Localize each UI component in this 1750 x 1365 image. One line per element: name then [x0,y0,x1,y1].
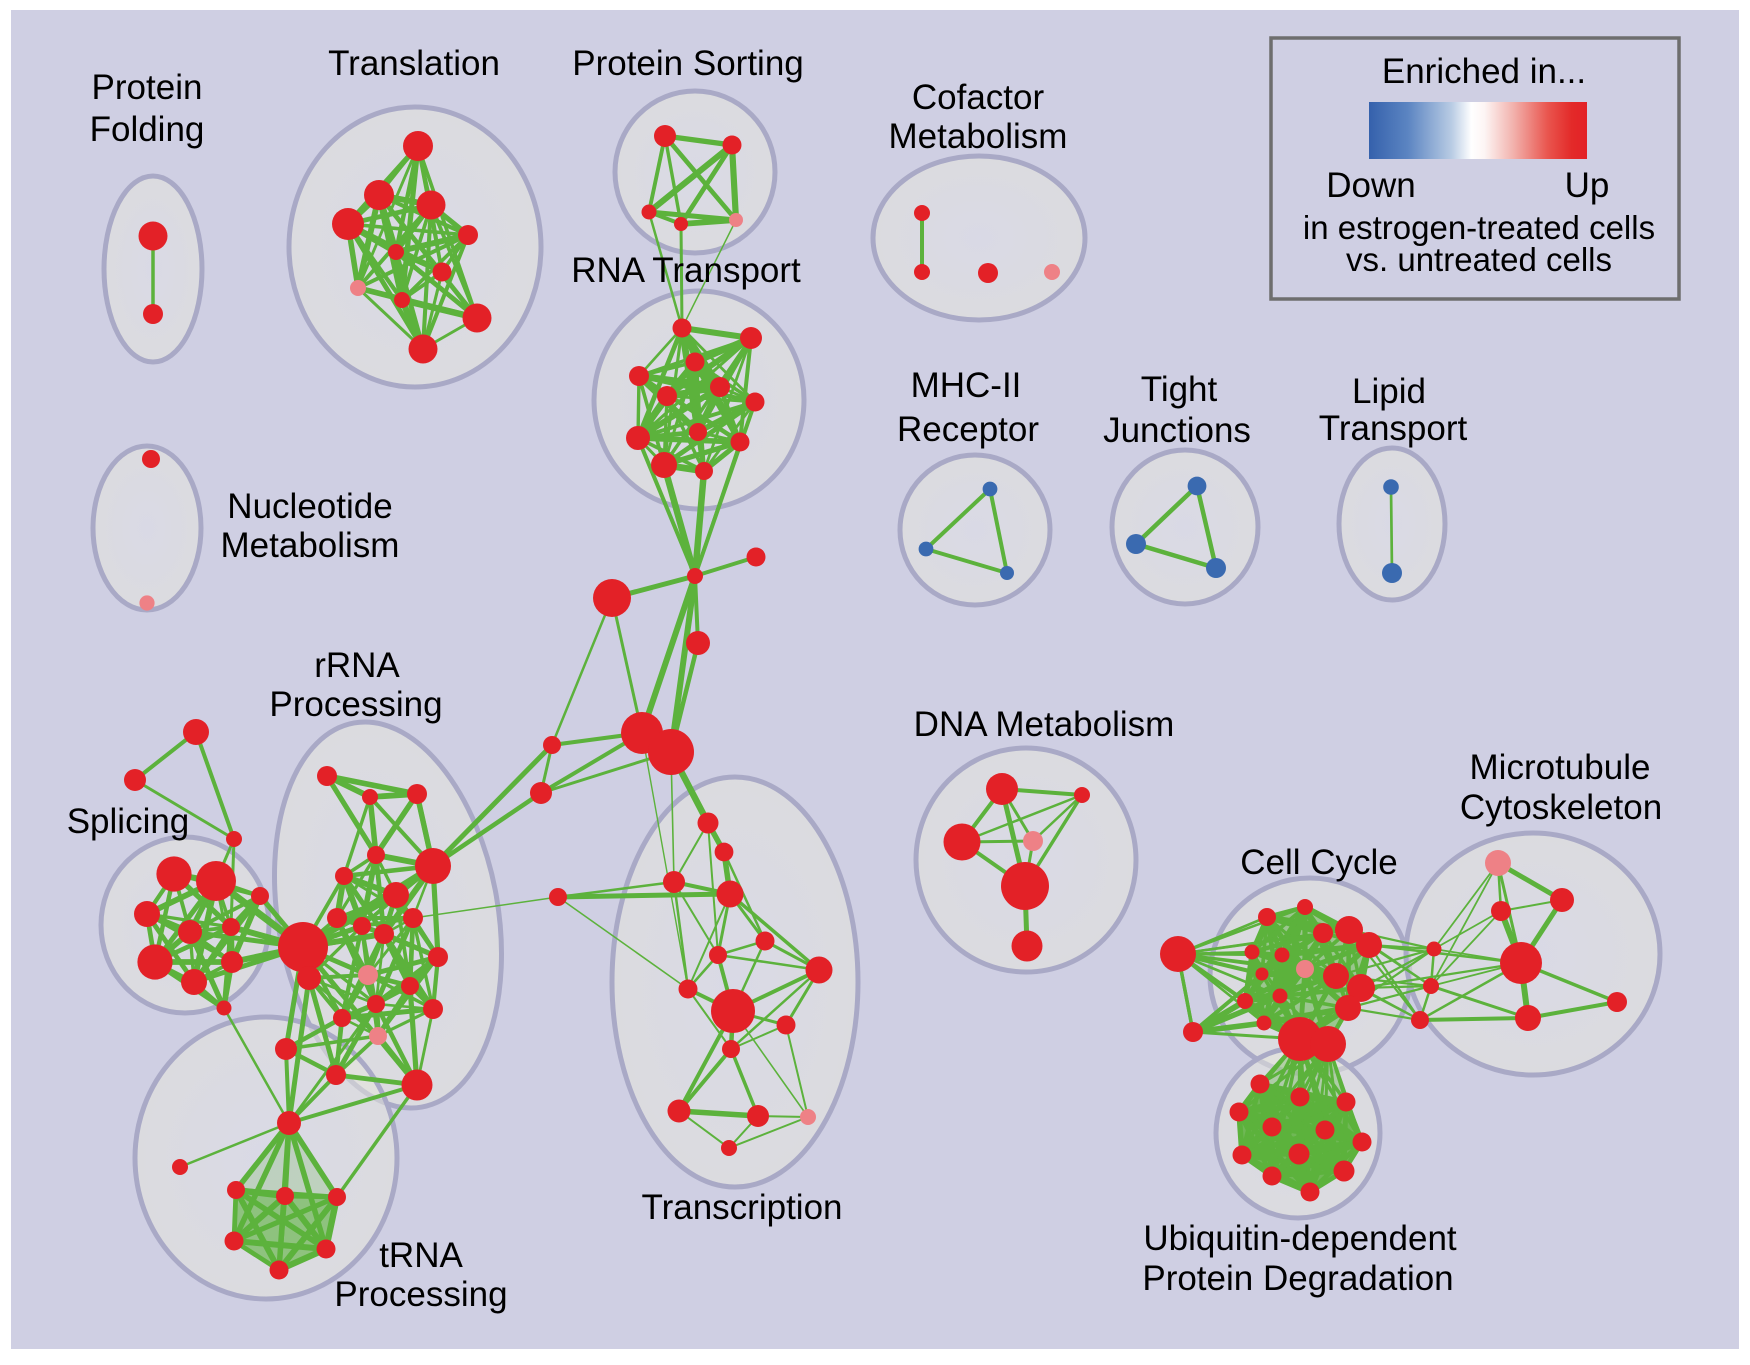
svg-text:Folding: Folding [90,110,205,149]
svg-text:Receptor: Receptor [897,410,1039,449]
svg-text:Protein Degradation: Protein Degradation [1142,1259,1453,1298]
svg-text:vs. untreated cells: vs. untreated cells [1346,241,1612,278]
svg-text:Transcription: Transcription [642,1188,843,1227]
svg-text:Up: Up [1565,166,1610,205]
svg-text:Down: Down [1326,166,1415,205]
svg-text:Enriched in...: Enriched in... [1382,52,1586,91]
svg-text:Metabolism: Metabolism [221,526,400,565]
svg-text:Processing: Processing [334,1275,507,1314]
svg-text:Cell Cycle: Cell Cycle [1240,843,1398,882]
svg-text:Protein Sorting: Protein Sorting [572,44,804,83]
svg-text:Microtubule: Microtubule [1470,748,1651,787]
svg-text:tRNA: tRNA [379,1236,463,1275]
svg-text:Cytoskeleton: Cytoskeleton [1460,788,1662,827]
svg-text:DNA Metabolism: DNA Metabolism [914,705,1175,744]
svg-text:Ubiquitin-dependent: Ubiquitin-dependent [1143,1219,1457,1258]
svg-text:Tight: Tight [1141,370,1218,409]
svg-text:in estrogen-treated cells: in estrogen-treated cells [1303,209,1655,246]
svg-text:Protein: Protein [92,68,203,107]
svg-text:Transport: Transport [1319,409,1468,448]
svg-text:Translation: Translation [328,44,500,83]
svg-text:rRNA: rRNA [314,646,400,685]
svg-text:Metabolism: Metabolism [889,117,1068,156]
svg-text:RNA Transport: RNA Transport [571,251,801,290]
svg-text:Cofactor: Cofactor [912,78,1045,117]
svg-text:Nucleotide: Nucleotide [227,487,392,526]
svg-text:Splicing: Splicing [67,802,190,841]
svg-text:Lipid: Lipid [1352,372,1426,411]
svg-text:Junctions: Junctions [1103,411,1251,450]
svg-text:MHC-II: MHC-II [911,366,1022,405]
svg-text:Processing: Processing [269,685,442,724]
